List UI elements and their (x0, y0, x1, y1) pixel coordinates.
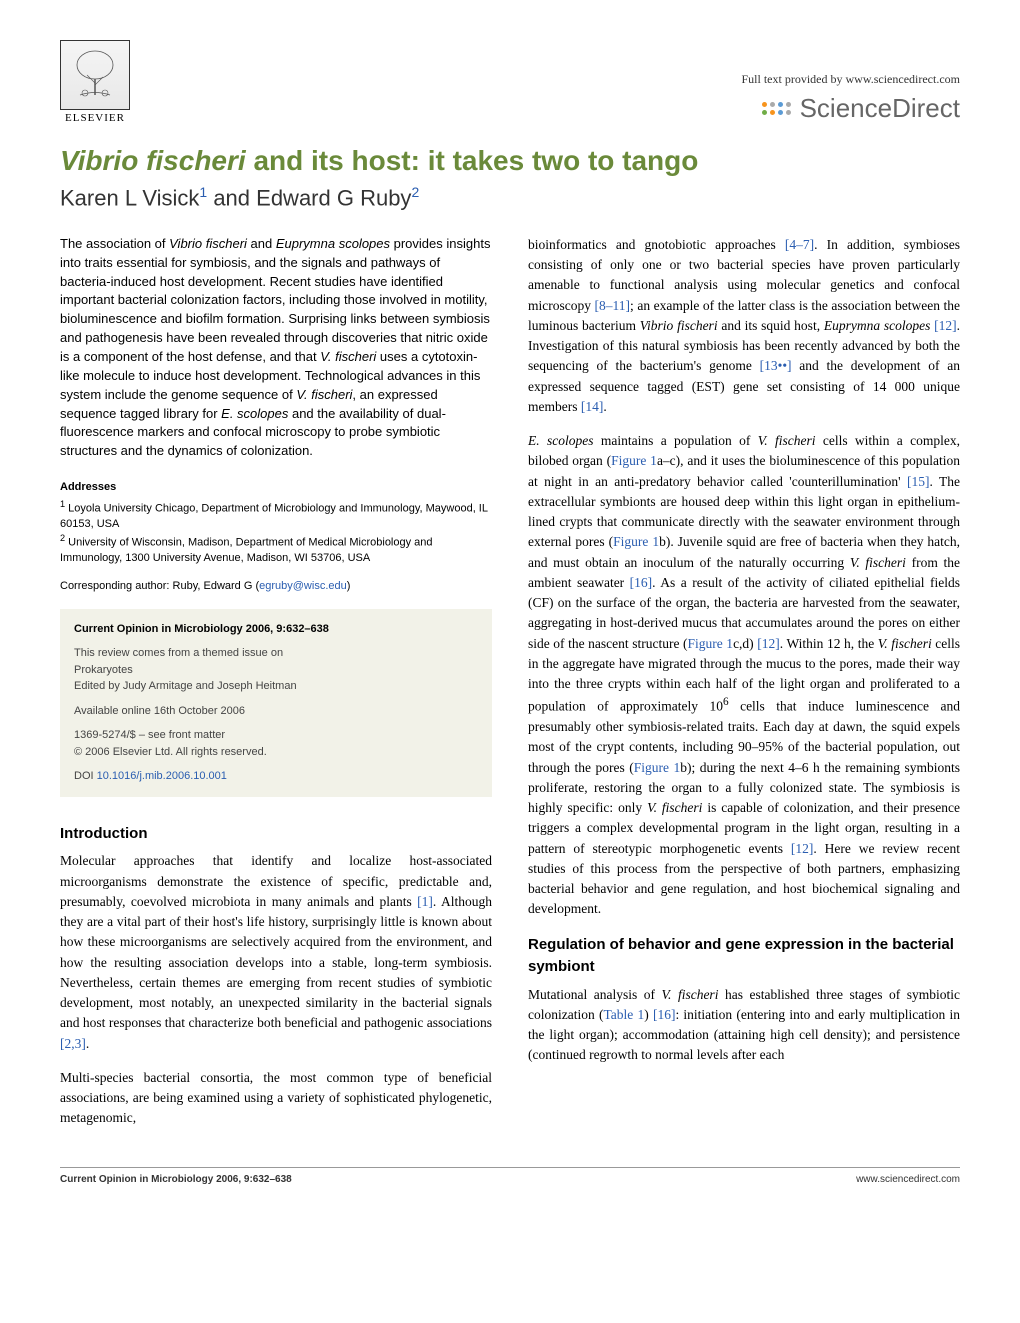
corresponding-email[interactable]: egruby@wisc.edu (259, 580, 347, 592)
intro-paragraph-1: Molecular approaches that identify and l… (60, 851, 492, 1054)
corresponding-author: Corresponding author: Ruby, Edward G (eg… (60, 578, 492, 595)
intro-paragraph-2: Multi-species bacterial consortia, the m… (60, 1068, 492, 1129)
title-block: Vibrio fischeri and its host: it takes t… (60, 144, 960, 211)
available-online: Available online 16th October 2006 (74, 703, 478, 720)
article-title: Vibrio fischeri and its host: it takes t… (60, 144, 960, 178)
author-2: Edward G Ruby (256, 185, 411, 210)
page-header: ELSEVIER Full text provided by www.scien… (60, 40, 960, 124)
ref-link[interactable]: [8–11] (595, 298, 631, 313)
ref-link[interactable]: [14] (581, 399, 604, 414)
publication-info-box: Current Opinion in Microbiology 2006, 9:… (60, 609, 492, 797)
journal-citation: Current Opinion in Microbiology 2006, 9:… (74, 621, 478, 638)
sciencedirect-dots-icon (762, 102, 792, 115)
author-joiner: and (207, 185, 256, 210)
right-paragraph-2: E. scolopes maintains a population of V.… (528, 431, 960, 920)
title-species: Vibrio fischeri (60, 145, 246, 176)
ref-link[interactable]: [2,3] (60, 1036, 86, 1051)
sciencedirect-logo: ScienceDirect (742, 93, 961, 124)
ref-link[interactable]: [4–7] (785, 237, 814, 252)
figure-link[interactable]: Figure 1 (688, 636, 734, 651)
ref-link[interactable]: [16] (653, 1007, 676, 1022)
ref-link[interactable]: [12] (930, 318, 956, 333)
two-column-layout: The association of Vibrio fischeri and E… (60, 235, 960, 1143)
addresses-heading: Addresses (60, 479, 492, 496)
addresses-block: 1 Loyola University Chicago, Department … (60, 498, 492, 567)
sciencedirect-text: ScienceDirect (800, 93, 960, 124)
footer-citation: Current Opinion in Microbiology 2006, 9:… (60, 1174, 292, 1185)
ref-link[interactable]: [16] (630, 575, 653, 590)
abstract: The association of Vibrio fischeri and E… (60, 235, 492, 461)
figure-link[interactable]: Figure 1 (611, 453, 657, 468)
ref-link[interactable]: [12] (757, 636, 780, 651)
title-rest: and its host: it takes two to tango (246, 145, 699, 176)
right-paragraph-3: Mutational analysis of V. fischeri has e… (528, 985, 960, 1066)
doi-line: DOI 10.1016/j.mib.2006.10.001 (74, 768, 478, 785)
ref-link[interactable]: [13••] (760, 358, 792, 373)
copyright-block: 1369-5274/$ – see front matter © 2006 El… (74, 727, 478, 760)
doi-link[interactable]: 10.1016/j.mib.2006.10.001 (97, 770, 227, 782)
left-column: The association of Vibrio fischeri and E… (60, 235, 492, 1143)
section-2-heading: Regulation of behavior and gene expressi… (528, 934, 960, 979)
ref-link[interactable]: [12] (791, 841, 814, 856)
right-column: bioinformatics and gnotobiotic approache… (528, 235, 960, 1143)
ref-link[interactable]: [1] (417, 894, 433, 909)
authors-line: Karen L Visick1 and Edward G Ruby2 (60, 184, 960, 211)
elsevier-text: ELSEVIER (65, 112, 125, 124)
elsevier-tree-icon (60, 40, 130, 110)
page-footer: Current Opinion in Microbiology 2006, 9:… (60, 1167, 960, 1185)
figure-link[interactable]: Figure 1 (634, 760, 681, 775)
author-2-affil: 2 (411, 184, 419, 200)
elsevier-logo: ELSEVIER (60, 40, 130, 124)
fulltext-provided-line: Full text provided by www.sciencedirect.… (742, 72, 961, 87)
author-1: Karen L Visick (60, 185, 199, 210)
figure-link[interactable]: Figure 1 (613, 534, 659, 549)
ref-link[interactable]: [15] (907, 474, 930, 489)
introduction-heading: Introduction (60, 823, 492, 846)
sciencedirect-block: Full text provided by www.sciencedirect.… (742, 72, 961, 124)
right-paragraph-1: bioinformatics and gnotobiotic approache… (528, 235, 960, 417)
table-link[interactable]: Table 1 (603, 1007, 644, 1022)
footer-url: www.sciencedirect.com (856, 1174, 960, 1185)
themed-issue: This review comes from a themed issue on… (74, 645, 478, 695)
